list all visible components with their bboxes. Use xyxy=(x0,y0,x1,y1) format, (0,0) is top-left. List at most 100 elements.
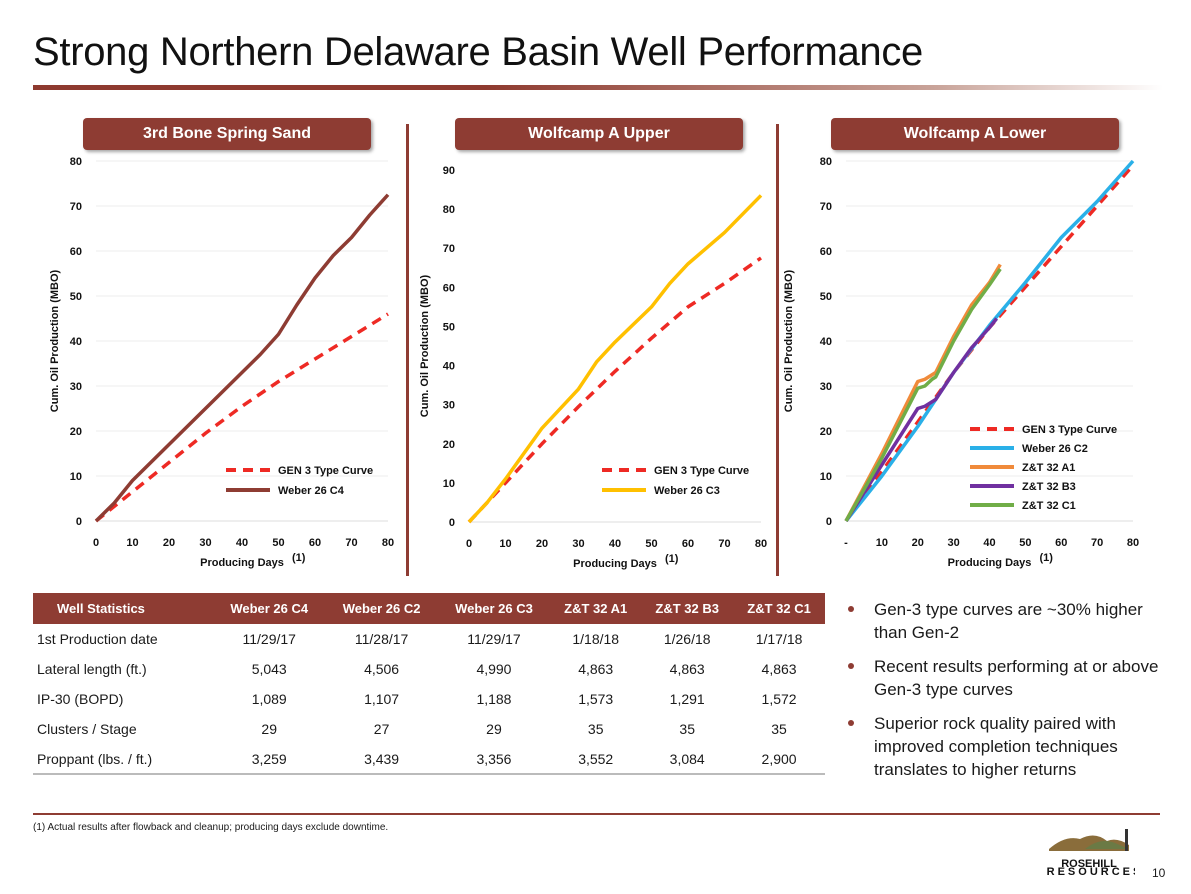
table-cell: Lateral length (ft.) xyxy=(37,661,147,677)
table-cell: 11/29/17 xyxy=(242,631,296,647)
page-title: Strong Northern Delaware Basin Well Perf… xyxy=(33,30,924,74)
series-line-gen-3-type-curve xyxy=(467,256,763,524)
x-tick-label: 50 xyxy=(1019,537,1031,549)
chart-wolfcamp-lower: 0 10 20 30 40 50 60 70 80 - 10 20 30 40 50 60 70 80 Produc… xyxy=(783,156,1139,569)
table-header: Z&T 32 B3 xyxy=(641,593,734,624)
x-axis-label: Producing Days xyxy=(948,557,1032,569)
svg-text:ROSEHILL: ROSEHILL xyxy=(1061,858,1117,870)
table-cell: 29 xyxy=(486,721,502,737)
series-line-z-t-32-b3 xyxy=(844,317,999,522)
table-cell: 1/17/18 xyxy=(755,631,803,647)
table-row: Proppant (lbs. / ft.) 3,259 3,439 3,356 3,55… xyxy=(33,744,825,775)
footnote: (1) Actual results after flowback and cl… xyxy=(33,822,389,833)
table-cell: 4,863 xyxy=(578,661,614,677)
y-tick-label: 30 xyxy=(70,381,82,393)
legend-label: GEN 3 Type Curve xyxy=(278,465,373,477)
y-tick-label: 30 xyxy=(820,381,832,393)
title-divider xyxy=(33,85,1163,90)
series-line-z-t-32-c1 xyxy=(844,268,1002,522)
table-cell: 1,572 xyxy=(761,691,797,707)
table-cell: 4,506 xyxy=(364,661,400,677)
table-cell: 11/28/17 xyxy=(354,631,409,647)
x-tick-label: 0 xyxy=(466,538,472,550)
table-header: Z&T 32 A1 xyxy=(550,593,642,624)
x-tick-label: 70 xyxy=(718,538,730,550)
table-header: Z&T 32 C1 xyxy=(733,593,825,624)
bullet-item: Recent results performing at or above Ge… xyxy=(848,655,1168,701)
y-tick-label: 70 xyxy=(820,201,832,213)
x-tick-label: 60 xyxy=(1055,537,1067,549)
table-cell: 3,356 xyxy=(437,744,551,775)
chart-bone-spring: 0 10 20 30 40 50 60 70 80 0 10 20 30 40 50 60 70 80 Produc… xyxy=(49,156,394,569)
x-axis-label-superscript: (1) xyxy=(665,553,679,565)
y-tick-label: 60 xyxy=(70,246,82,258)
chart-title-bone-spring: 3rd Bone Spring Sand xyxy=(83,118,371,150)
table-cell: IP-30 (BOPD) xyxy=(37,691,124,707)
well-statistics-table: Well Statistics Weber 26 C4 Weber 26 C2 … xyxy=(33,593,825,775)
table-cell: 4,863 xyxy=(761,661,797,677)
bullet-item: Superior rock quality paired with improv… xyxy=(848,712,1168,781)
legend-label: Weber 26 C2 xyxy=(1022,443,1088,455)
x-tick-label: 20 xyxy=(163,537,175,549)
legend-label: Z&T 32 B3 xyxy=(1022,481,1076,493)
x-tick-label: 40 xyxy=(609,538,621,550)
chart-title-wolfcamp-lower: Wolfcamp A Lower xyxy=(831,118,1119,150)
table-cell: 11/29/17 xyxy=(467,631,521,647)
table-header: Weber 26 C4 xyxy=(213,593,326,624)
x-tick-label: 70 xyxy=(1091,537,1103,549)
y-tick-label: 70 xyxy=(443,243,455,255)
table-row: Clusters / Stage 29 27 29 35 35 35 xyxy=(33,714,825,744)
table-cell: 4,990 xyxy=(476,661,512,677)
y-tick-label: 20 xyxy=(70,426,82,438)
x-tick-label: 20 xyxy=(912,537,924,549)
bullet-item: Gen-3 type curves are ~30% higher than G… xyxy=(848,598,1168,644)
table-header: Weber 26 C2 xyxy=(325,593,438,624)
chart-divider xyxy=(776,124,779,576)
table-cell: 1,291 xyxy=(669,691,705,707)
x-tick-label: 30 xyxy=(948,537,960,549)
x-tick-label: 70 xyxy=(345,537,357,549)
x-tick-label: 30 xyxy=(199,537,211,549)
table-cell: 35 xyxy=(587,721,604,737)
series-line-weber-26-c3 xyxy=(467,194,763,524)
y-tick-label: 40 xyxy=(70,336,82,348)
x-axis-label-superscript: (1) xyxy=(292,552,306,564)
table-cell: 1st Production date xyxy=(37,631,158,647)
y-axis-label: Cum. Oil Production (MBO) xyxy=(49,269,61,412)
table-cell: 1/26/18 xyxy=(663,631,711,647)
y-tick-label: 20 xyxy=(820,426,832,438)
x-tick-label: 80 xyxy=(1127,537,1139,549)
series-line-weber-26-c4 xyxy=(94,193,390,523)
table-cell: 1/18/18 xyxy=(572,631,620,647)
bullet-list: Gen-3 type curves are ~30% higher than G… xyxy=(848,598,1168,792)
x-tick-label: 60 xyxy=(682,538,694,550)
x-tick-label: 10 xyxy=(126,537,138,549)
y-tick-label: 60 xyxy=(820,246,832,258)
table-cell: 1,573 xyxy=(578,691,614,707)
chart-divider xyxy=(406,124,409,576)
x-tick-label: 10 xyxy=(499,538,511,550)
y-tick-label: 70 xyxy=(70,201,82,213)
y-tick-label: 0 xyxy=(449,517,455,529)
series-line-z-t-32-a1 xyxy=(844,263,1002,522)
table-row: Lateral length (ft.) 5,043 4,506 4,990 4,863… xyxy=(33,654,825,684)
y-tick-label: 10 xyxy=(70,471,82,483)
y-tick-label: 10 xyxy=(443,478,455,490)
y-tick-label: 50 xyxy=(820,291,832,303)
legend-label: Z&T 32 C1 xyxy=(1022,500,1076,512)
legend-label: Z&T 32 A1 xyxy=(1022,462,1075,474)
y-tick-label: 20 xyxy=(443,439,455,451)
rosehill-logo: ROSEHILL RESOURCES xyxy=(1047,829,1135,877)
y-tick-label: 40 xyxy=(820,336,832,348)
table-cell: 35 xyxy=(679,721,695,737)
y-tick-label: 80 xyxy=(820,156,832,168)
x-tick-label: - xyxy=(844,537,848,549)
y-tick-label: 50 xyxy=(443,321,455,333)
table-row: IP-30 (BOPD) 1,089 1,107 1,188 1,573 1,291 1,5… xyxy=(33,684,825,714)
x-tick-label: 60 xyxy=(309,537,321,549)
y-tick-label: 0 xyxy=(76,516,82,528)
x-tick-label: 80 xyxy=(382,537,394,549)
x-axis-label: Producing Days xyxy=(200,557,284,569)
y-tick-label: 80 xyxy=(443,204,455,216)
legend-label: GEN 3 Type Curve xyxy=(654,465,749,477)
